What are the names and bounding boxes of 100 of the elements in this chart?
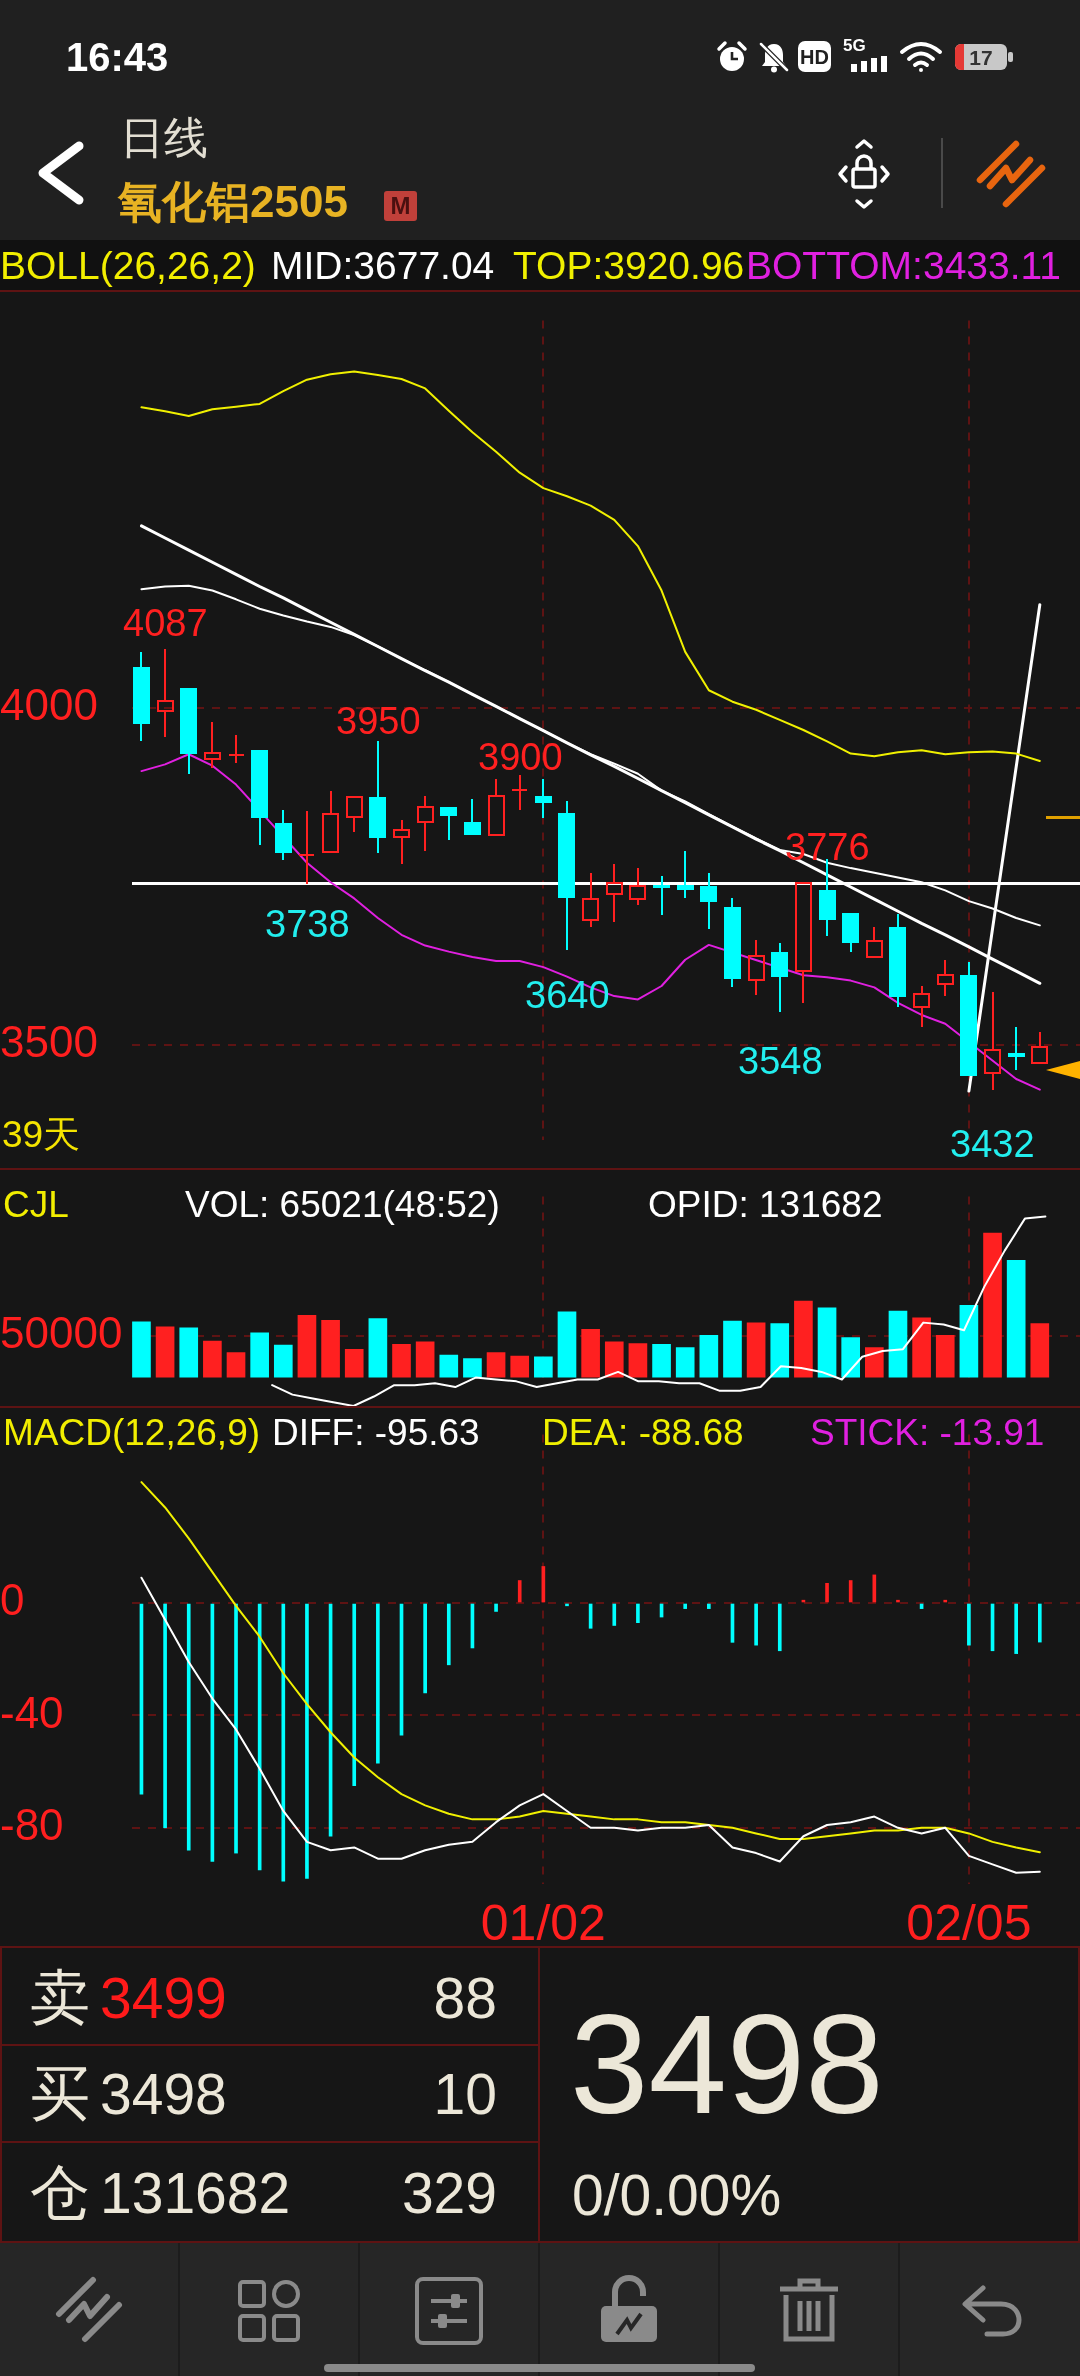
candlestick	[440, 807, 457, 840]
chart-title: MACD(12,26,9)	[3, 1412, 261, 1453]
bar	[675, 1347, 695, 1378]
bar	[983, 1232, 1002, 1378]
text: 日线	[120, 113, 208, 162]
bar	[723, 1320, 742, 1378]
candlestick	[369, 741, 386, 853]
candlestick	[488, 779, 505, 836]
text: 88	[432, 1966, 497, 2030]
annotation: 4087	[123, 602, 208, 644]
y-tick-label: 50000	[0, 1308, 123, 1358]
candlestick	[889, 914, 906, 1007]
bar	[368, 1318, 388, 1378]
text: 仓	[30, 2159, 90, 2226]
candlestick	[700, 873, 717, 929]
candlestick	[629, 868, 646, 905]
bar	[132, 1321, 151, 1378]
text: BOTTOM:3433.11	[746, 244, 1062, 287]
candlestick	[866, 927, 883, 958]
text: 买	[30, 2060, 90, 2127]
annotation: 3640	[525, 974, 610, 1016]
text: MID:3677.04	[271, 244, 495, 287]
bar	[746, 1322, 766, 1378]
bar	[463, 1358, 482, 1378]
text: 卖	[30, 1964, 90, 2031]
text: 3498	[100, 2062, 227, 2126]
bar	[581, 1329, 600, 1378]
chart-title: BOLL(26,26,2)	[0, 244, 256, 287]
bar	[226, 1352, 246, 1378]
bar	[534, 1356, 553, 1378]
text: 39天	[2, 1114, 81, 1155]
bar	[888, 1310, 908, 1378]
bar	[321, 1319, 340, 1378]
candlestick	[819, 859, 836, 936]
y-tick-label: 0	[0, 1575, 25, 1625]
candlestick	[157, 649, 174, 737]
bar	[817, 1307, 837, 1378]
text: 16:43	[66, 35, 169, 79]
text: DIFF: -95.63	[272, 1412, 480, 1453]
candlestick	[275, 810, 292, 860]
bar	[486, 1352, 506, 1378]
candlestick	[937, 960, 954, 996]
candlestick	[582, 873, 599, 927]
candlestick	[771, 943, 788, 1012]
bar	[510, 1355, 530, 1378]
candlestick	[913, 986, 930, 1027]
text: 131682	[100, 2161, 291, 2225]
bar	[770, 1323, 790, 1378]
text: 3499	[100, 1966, 227, 2030]
candlestick	[606, 864, 623, 922]
candlestick	[984, 992, 1001, 1090]
bar	[179, 1327, 199, 1378]
y-tick-label: -40	[0, 1687, 64, 1737]
candlestick	[464, 799, 481, 835]
candlestick	[204, 722, 221, 768]
bar	[297, 1314, 317, 1378]
candlestick	[535, 779, 552, 818]
bar	[604, 1341, 624, 1378]
candlestick	[180, 688, 197, 774]
chart-title: CJL	[3, 1184, 69, 1225]
annotation: 3548	[738, 1040, 823, 1082]
text: VOL: 65021(48:52)	[185, 1184, 500, 1225]
bar	[841, 1337, 861, 1378]
bar	[794, 1300, 813, 1378]
bar	[392, 1344, 411, 1378]
annotation: STICK: -13.91	[810, 1412, 1045, 1453]
text: HD	[800, 45, 829, 68]
candlestick	[842, 913, 859, 952]
candlestick	[511, 775, 528, 810]
candlestick	[251, 750, 268, 845]
bar	[959, 1304, 979, 1378]
candlestick	[322, 791, 339, 853]
annotation: 3432	[950, 1123, 1035, 1165]
x-tick-label: 02/05	[906, 1894, 1032, 1951]
bar	[1030, 1323, 1050, 1378]
candlestick	[1008, 1027, 1025, 1070]
text: 10	[432, 2062, 497, 2126]
text: 17	[969, 45, 993, 69]
bar	[557, 1311, 577, 1378]
bar	[344, 1349, 364, 1378]
text: M	[390, 192, 411, 219]
candlestick	[298, 811, 315, 884]
text: TOP:3920.96	[513, 244, 745, 287]
bar	[912, 1317, 931, 1378]
candlestick	[417, 796, 434, 851]
candlestick	[795, 882, 812, 1003]
candlestick	[558, 801, 575, 950]
annotation: 3738	[265, 903, 350, 945]
text: 氧化铝2505	[118, 177, 348, 226]
candlestick	[228, 735, 245, 763]
text: DEA: -88.68	[542, 1412, 744, 1453]
candlestick	[133, 652, 150, 741]
text: 329	[400, 2161, 497, 2225]
bar	[628, 1343, 648, 1378]
bar	[415, 1341, 435, 1378]
bar	[935, 1334, 955, 1378]
candlestick	[724, 898, 741, 987]
annotation: 3950	[336, 700, 421, 742]
chart-title: OPID: 131682	[648, 1184, 883, 1225]
bar	[273, 1344, 293, 1378]
